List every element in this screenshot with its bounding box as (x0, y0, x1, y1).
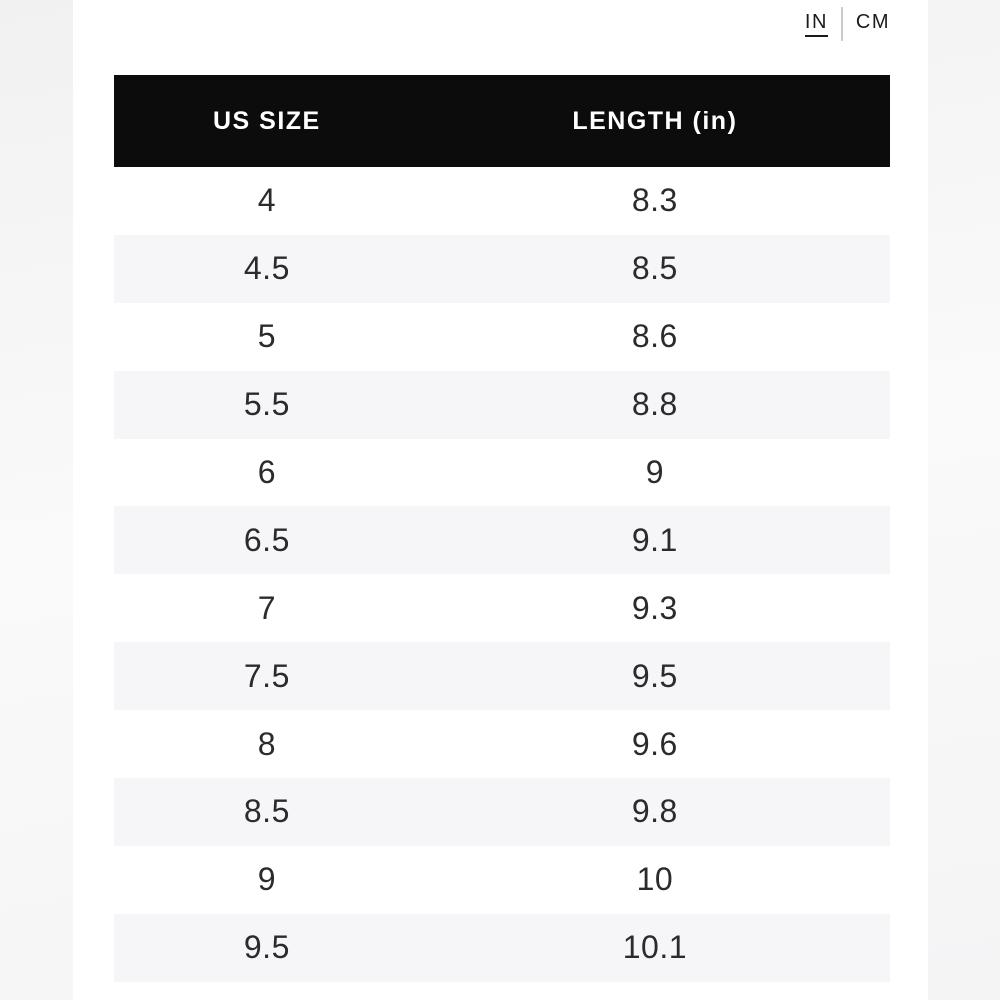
table-row: 5 8.6 (114, 302, 890, 371)
unit-toggle-divider (840, 7, 843, 41)
table-row: 8 9.6 (114, 710, 890, 779)
length-cell: 9.8 (631, 793, 678, 830)
us-size-cell: 5.5 (243, 386, 290, 423)
us-size-cell: 7 (257, 589, 277, 626)
unit-toggle-cm[interactable]: CM (855, 10, 890, 33)
table-row: 8.5 9.8 (114, 778, 890, 846)
length-cell: 10 (636, 861, 674, 898)
length-column-header: LENGTH (in) (572, 106, 738, 135)
length-cell: 8.6 (631, 318, 678, 355)
unit-toggle: IN CM (804, 0, 890, 48)
table-row: 6.5 9.1 (114, 506, 890, 575)
us-size-cell: 8.5 (243, 793, 290, 830)
length-cell: 9.5 (631, 657, 678, 694)
us-size-cell: 7.5 (243, 657, 290, 694)
us-size-cell: 8 (257, 725, 277, 762)
length-cell: 9 (645, 454, 664, 490)
us-size-cell: 6 (257, 454, 277, 490)
size-chart-table: US SIZE LENGTH (in) 4 8.3 4.5 8.5 5 8.6 5.5 8.8… (114, 75, 890, 982)
table-row: 7.5 9.5 (114, 642, 890, 711)
table-header-row: US SIZE LENGTH (in) (114, 75, 890, 167)
us-size-cell: 4 (257, 182, 277, 219)
us-size-cell: 6.5 (243, 521, 290, 558)
table-row: 9.5 10.1 (114, 913, 890, 982)
unit-toggle-in[interactable]: IN (804, 12, 828, 37)
table-row: 4 8.3 (114, 167, 890, 235)
us-size-cell: 4.5 (243, 250, 290, 287)
length-cell: 10.1 (622, 929, 687, 966)
table-row: 7 9.3 (114, 574, 890, 643)
length-cell: 8.3 (631, 182, 678, 219)
us-size-cell: 5 (257, 318, 277, 355)
us-size-column-header: US SIZE (212, 106, 321, 135)
table-row: 9 10 (114, 845, 890, 914)
size-chart-card: IN CM US SIZE LENGTH (in) 4 8.3 4.5 8.5 5 8.6 5… (73, 0, 928, 1000)
length-cell: 8.5 (631, 250, 678, 287)
table-body: 4 8.3 4.5 8.5 5 8.6 5.5 8.8 6 9 6.5 9.1 7 9.3 7.5 9.5 8 9… (114, 167, 890, 982)
length-cell: 9.1 (631, 521, 678, 558)
length-cell: 9.6 (631, 725, 678, 762)
us-size-cell: 9 (257, 861, 277, 898)
table-row: 4.5 8.5 (114, 234, 890, 303)
us-size-cell: 9.5 (243, 929, 290, 966)
table-row: 5.5 8.8 (114, 370, 890, 439)
length-cell: 8.8 (631, 386, 678, 423)
length-cell: 9.3 (631, 589, 678, 626)
